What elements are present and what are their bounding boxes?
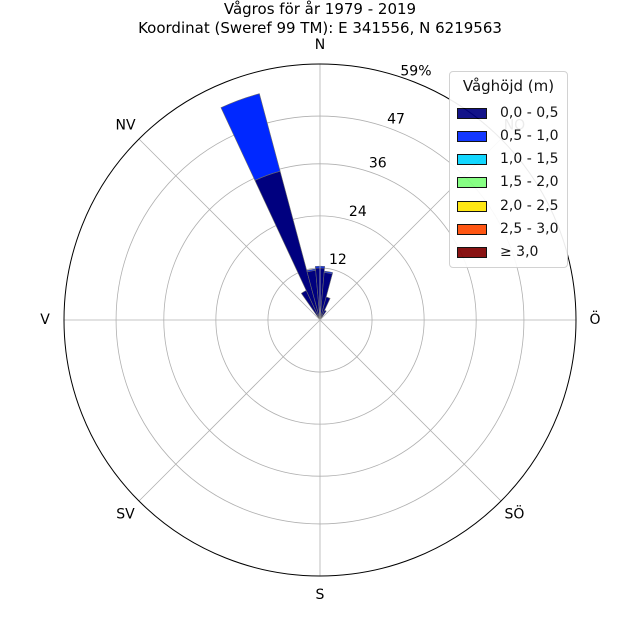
- radial-tick-label: 47: [387, 112, 405, 128]
- legend-label: 2,0 - 2,5: [500, 198, 559, 214]
- legend-swatch: [457, 130, 487, 142]
- rose-bar-segment: [323, 270, 334, 275]
- legend-label: 2,5 - 3,0: [500, 221, 559, 237]
- legend-item: 2,5 - 3,0: [457, 220, 558, 238]
- radial-tick-labels: 12 24 36 47 59%: [329, 63, 432, 267]
- legend-swatch: [457, 246, 487, 258]
- direction-label-nv: NV: [116, 118, 136, 134]
- radial-tick-label: 59%: [400, 63, 431, 79]
- legend-swatch: [457, 200, 487, 212]
- legend-label: ≥ 3,0: [500, 244, 539, 260]
- legend-swatch: [457, 153, 487, 165]
- rose-bar-segment: [319, 309, 327, 321]
- direction-label-sv: SV: [116, 506, 135, 522]
- chart-title-block: Vågros för år 1979 - 2019 Koordinat (Swe…: [0, 0, 640, 38]
- grid-spoke: [319, 319, 502, 502]
- chart-title: Vågros för år 1979 - 2019: [223, 0, 417, 18]
- direction-label-o: Ö: [589, 310, 600, 328]
- legend-item: 0,0 - 0,5: [457, 104, 558, 122]
- grid-spoke: [138, 138, 321, 321]
- legend-swatch: [457, 176, 487, 188]
- legend-swatch: [457, 223, 487, 235]
- radial-tick-label: 12: [329, 252, 347, 268]
- legend-item: 0,5 - 1,0: [457, 127, 558, 145]
- rose-bar-segment: [254, 170, 321, 321]
- legend-item: 1,0 - 1,5: [457, 150, 558, 168]
- direction-spokes: [64, 64, 576, 576]
- direction-label-s: S: [316, 587, 325, 603]
- rose-bar-segment: [220, 93, 281, 181]
- legend-label: 1,0 - 1,5: [500, 151, 559, 167]
- direction-label-n: N: [315, 37, 325, 53]
- direction-label-so: SÖ: [505, 504, 525, 522]
- legend-title: Våghöjd (m): [462, 77, 555, 95]
- chart-subtitle: Koordinat (Sweref 99 TM): E 341556, N 62…: [138, 19, 502, 37]
- outer-frame: [63, 63, 577, 577]
- legend-label: 0,5 - 1,0: [500, 128, 559, 144]
- legend-label: 1,5 - 2,0: [500, 174, 559, 190]
- legend: Våghöjd (m) 0,0 - 0,5 0,5 - 1,0 1,0 - 1,…: [449, 71, 568, 268]
- legend-item: ≥ 3,0: [457, 243, 538, 261]
- radial-tick-label: 24: [349, 204, 367, 220]
- legend-item: 2,0 - 2,5: [457, 197, 558, 215]
- legend-item: 1,5 - 2,0: [457, 173, 558, 191]
- radial-tick-label: 36: [369, 156, 387, 172]
- rose-bars: [220, 93, 334, 321]
- grid-spoke: [138, 319, 321, 502]
- direction-label-v: V: [40, 312, 50, 328]
- legend-label: 0,0 - 0,5: [500, 105, 559, 121]
- legend-swatch: [457, 107, 487, 119]
